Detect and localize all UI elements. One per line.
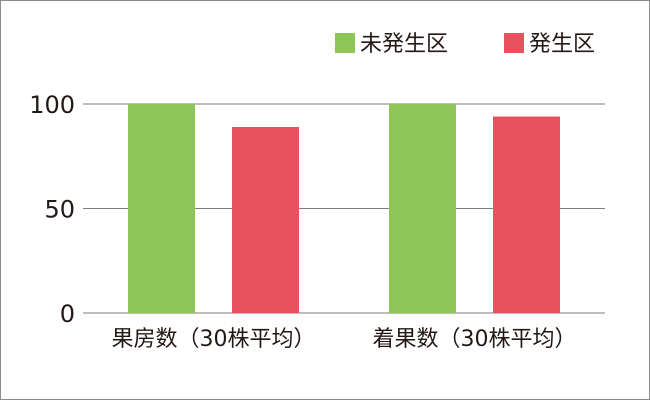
legend-swatch — [335, 33, 355, 53]
x-axis-ticks: 果房数（30株平均） 着果数（30株平均） — [112, 327, 577, 352]
bar — [128, 104, 195, 313]
bar — [493, 116, 560, 313]
bar — [389, 104, 456, 313]
y-tick-label: 100 — [29, 91, 75, 119]
bar — [232, 126, 299, 314]
bars — [128, 104, 560, 314]
legend-swatch — [504, 33, 524, 53]
legend: 未発生区 発生区 — [335, 32, 595, 57]
x-tick-label: 果房数（30株平均） — [112, 327, 316, 352]
x-tick-label: 着果数（30株平均） — [373, 327, 577, 352]
y-tick-label: 0 — [60, 300, 75, 328]
y-tick-label: 50 — [44, 196, 75, 224]
y-axis-ticks: 0 50 100 — [29, 91, 75, 328]
legend-label: 未発生区 — [360, 32, 448, 57]
legend-label: 発生区 — [529, 32, 595, 57]
